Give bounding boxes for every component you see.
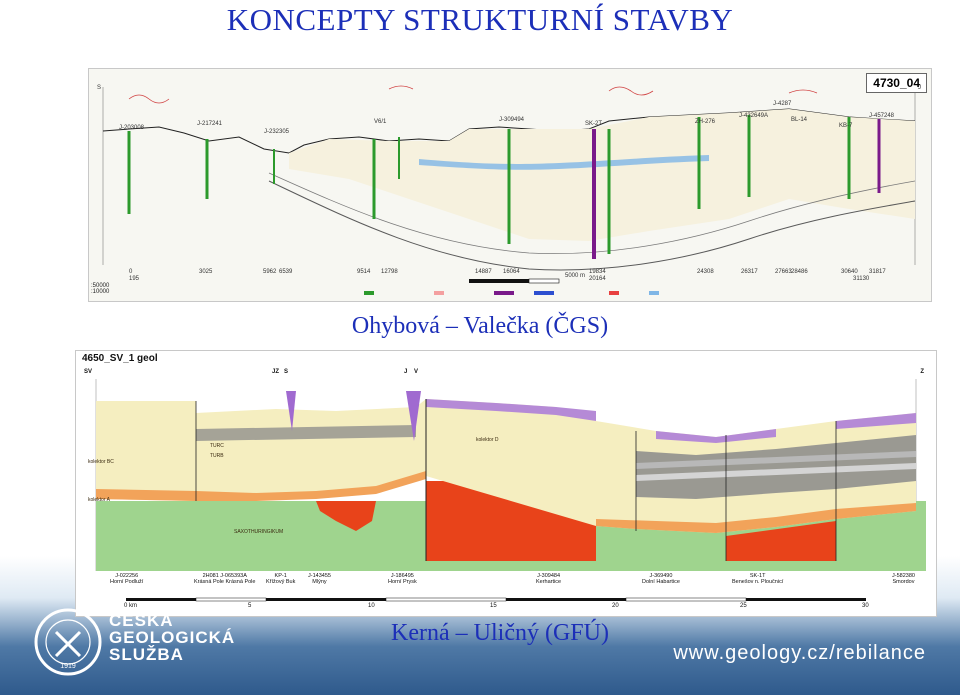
- distance-tick: 12798: [381, 269, 398, 275]
- scale-tick: 10: [368, 603, 375, 609]
- well-id: J-369490: [649, 573, 673, 579]
- geo-label: SAXOTHURINGIKUM: [234, 529, 284, 535]
- scale-tick: 5: [248, 603, 252, 609]
- logo-line-2: GEOLOGICKÁ: [109, 628, 236, 647]
- czech-geological-survey-seal-icon: 1919: [34, 608, 102, 676]
- well-label: ZH-276: [695, 119, 716, 125]
- well-label: J-309494: [499, 117, 525, 123]
- well-place: Horní Podluží: [110, 579, 144, 585]
- scale-tick: 0 km: [124, 603, 138, 609]
- well-label: J-369490 Dolní Habartice: [642, 573, 680, 585]
- well-id: J-582380: [892, 573, 915, 579]
- scale-tick: 25: [740, 603, 747, 609]
- distance-tick: 5962: [263, 269, 277, 275]
- well-label: J-143455 Mlýny: [308, 573, 331, 585]
- geo-label: kolektor D: [476, 437, 499, 443]
- cross-section-bottom-drawing: [95, 379, 926, 602]
- logo-line-1: ČESKÁ: [109, 611, 174, 630]
- direction-label: SV: [84, 369, 93, 375]
- distance-tick: 27663: [775, 269, 792, 275]
- caption-bottom: Kerná – Uličný (GFÚ): [391, 620, 609, 646]
- well-place: Křížový Buk: [266, 579, 296, 585]
- distance-tick: 24308: [697, 269, 714, 275]
- scale-tick: 30: [862, 603, 869, 609]
- direction-label: V: [414, 369, 419, 375]
- direction-label: S: [284, 369, 289, 375]
- section-header: 4650_SV_1 geol: [76, 351, 936, 367]
- distance-tick: 26317: [741, 269, 758, 275]
- well-label: J-309484 Kerhartice: [536, 573, 561, 585]
- direction-label: JZ: [272, 369, 280, 375]
- well-id: SK-1T: [749, 573, 766, 579]
- scale-tick: 15: [490, 603, 497, 609]
- well-label: J-582380 Smordov: [892, 573, 915, 585]
- well-place: Dolní Habartice: [642, 579, 680, 585]
- slide-title: KONCEPTY STRUKTURNÍ STAVBY: [226, 2, 734, 37]
- well-label: 2H081 J-065393A Krásná Pole Krásná Pole: [194, 573, 255, 585]
- geo-label: TURB: [210, 453, 224, 459]
- well-label: V6/1: [374, 119, 387, 125]
- well-label: J-457248: [869, 113, 895, 119]
- well-label: J-203008: [119, 125, 145, 131]
- distance-tick: 28486: [791, 269, 808, 275]
- well-place: Krásná Pole Krásná Pole: [194, 579, 256, 585]
- well-id: J-309484: [537, 573, 560, 579]
- logo-line-3: SLUŽBA: [109, 645, 184, 664]
- well-label: J-217241: [197, 121, 223, 127]
- cross-section-bottom: 4650_SV_1 geol SV JZ S J V Z kolektor BC…: [75, 350, 937, 617]
- distance-tick: 31130: [853, 276, 870, 282]
- seal-year: 1919: [60, 663, 76, 670]
- distance-tick: 16064: [503, 269, 520, 275]
- geo-label: kolektor BC: [88, 459, 114, 465]
- well-label: SK-1T Benešov n. Ploučnicí: [732, 573, 783, 585]
- well-id: J-143455: [308, 573, 331, 579]
- website-url: www.geology.cz/rebilance: [673, 642, 926, 664]
- well-label: J-432649A: [739, 113, 769, 119]
- distance-tick: 19834: [589, 269, 606, 275]
- well-id: KP-1: [274, 573, 287, 579]
- well-label: J-022256 Horní Podluží: [110, 573, 143, 585]
- distance-tick: 0: [129, 269, 133, 275]
- well-place: Benešov n. Ploučnicí: [732, 579, 784, 585]
- well-id: J-022256: [115, 573, 139, 579]
- well-label: J-4287: [773, 101, 792, 107]
- cross-section-top: 4730_04 S J :50000 :10000 5000 m J-20300…: [88, 68, 932, 302]
- direction-label: Z: [920, 369, 924, 375]
- end-label-left: S: [97, 85, 102, 91]
- scale-tick: 20: [612, 603, 619, 609]
- scale-bar-label: 5000 m: [565, 273, 586, 279]
- section-code-badge: 4730_04: [866, 73, 927, 93]
- well-place: Mlýny: [312, 579, 327, 585]
- geo-label: kolektor A: [88, 497, 110, 503]
- scale-note: :50000 :10000: [91, 283, 110, 295]
- cross-section-top-drawing: [102, 85, 916, 295]
- well-label: SK-2T: [585, 121, 603, 127]
- well-place: Kerhartice: [536, 579, 562, 585]
- well-place: Smordov: [892, 579, 915, 585]
- direction-label: J: [404, 369, 408, 375]
- distance-tick: 20164: [589, 276, 606, 282]
- end-label-right: J: [918, 85, 921, 91]
- distance-tick: 3025: [199, 269, 213, 275]
- distance-tick: 9514: [357, 269, 371, 275]
- well-label: J-232305: [264, 129, 290, 135]
- distance-tick: 30640: [841, 269, 858, 275]
- distance-tick: 195: [129, 276, 140, 282]
- distance-tick: 14887: [475, 269, 492, 275]
- distance-tick: 6539: [279, 269, 293, 275]
- well-label: KP-1 Křížový Buk: [266, 573, 295, 585]
- well-label: KB-7: [839, 123, 853, 129]
- caption-top: Ohybová – Valečka (ČGS): [351, 313, 609, 339]
- distance-tick: 31817: [869, 269, 886, 275]
- well-id: J-186495: [390, 573, 414, 579]
- well-place: Horní Prysk: [388, 579, 417, 585]
- well-id: 2H081 J-065393A: [202, 573, 247, 579]
- well-label: BL-14: [791, 117, 808, 123]
- well-label: J-186495 Horní Prysk: [388, 573, 417, 585]
- geo-label: TURC: [210, 443, 224, 449]
